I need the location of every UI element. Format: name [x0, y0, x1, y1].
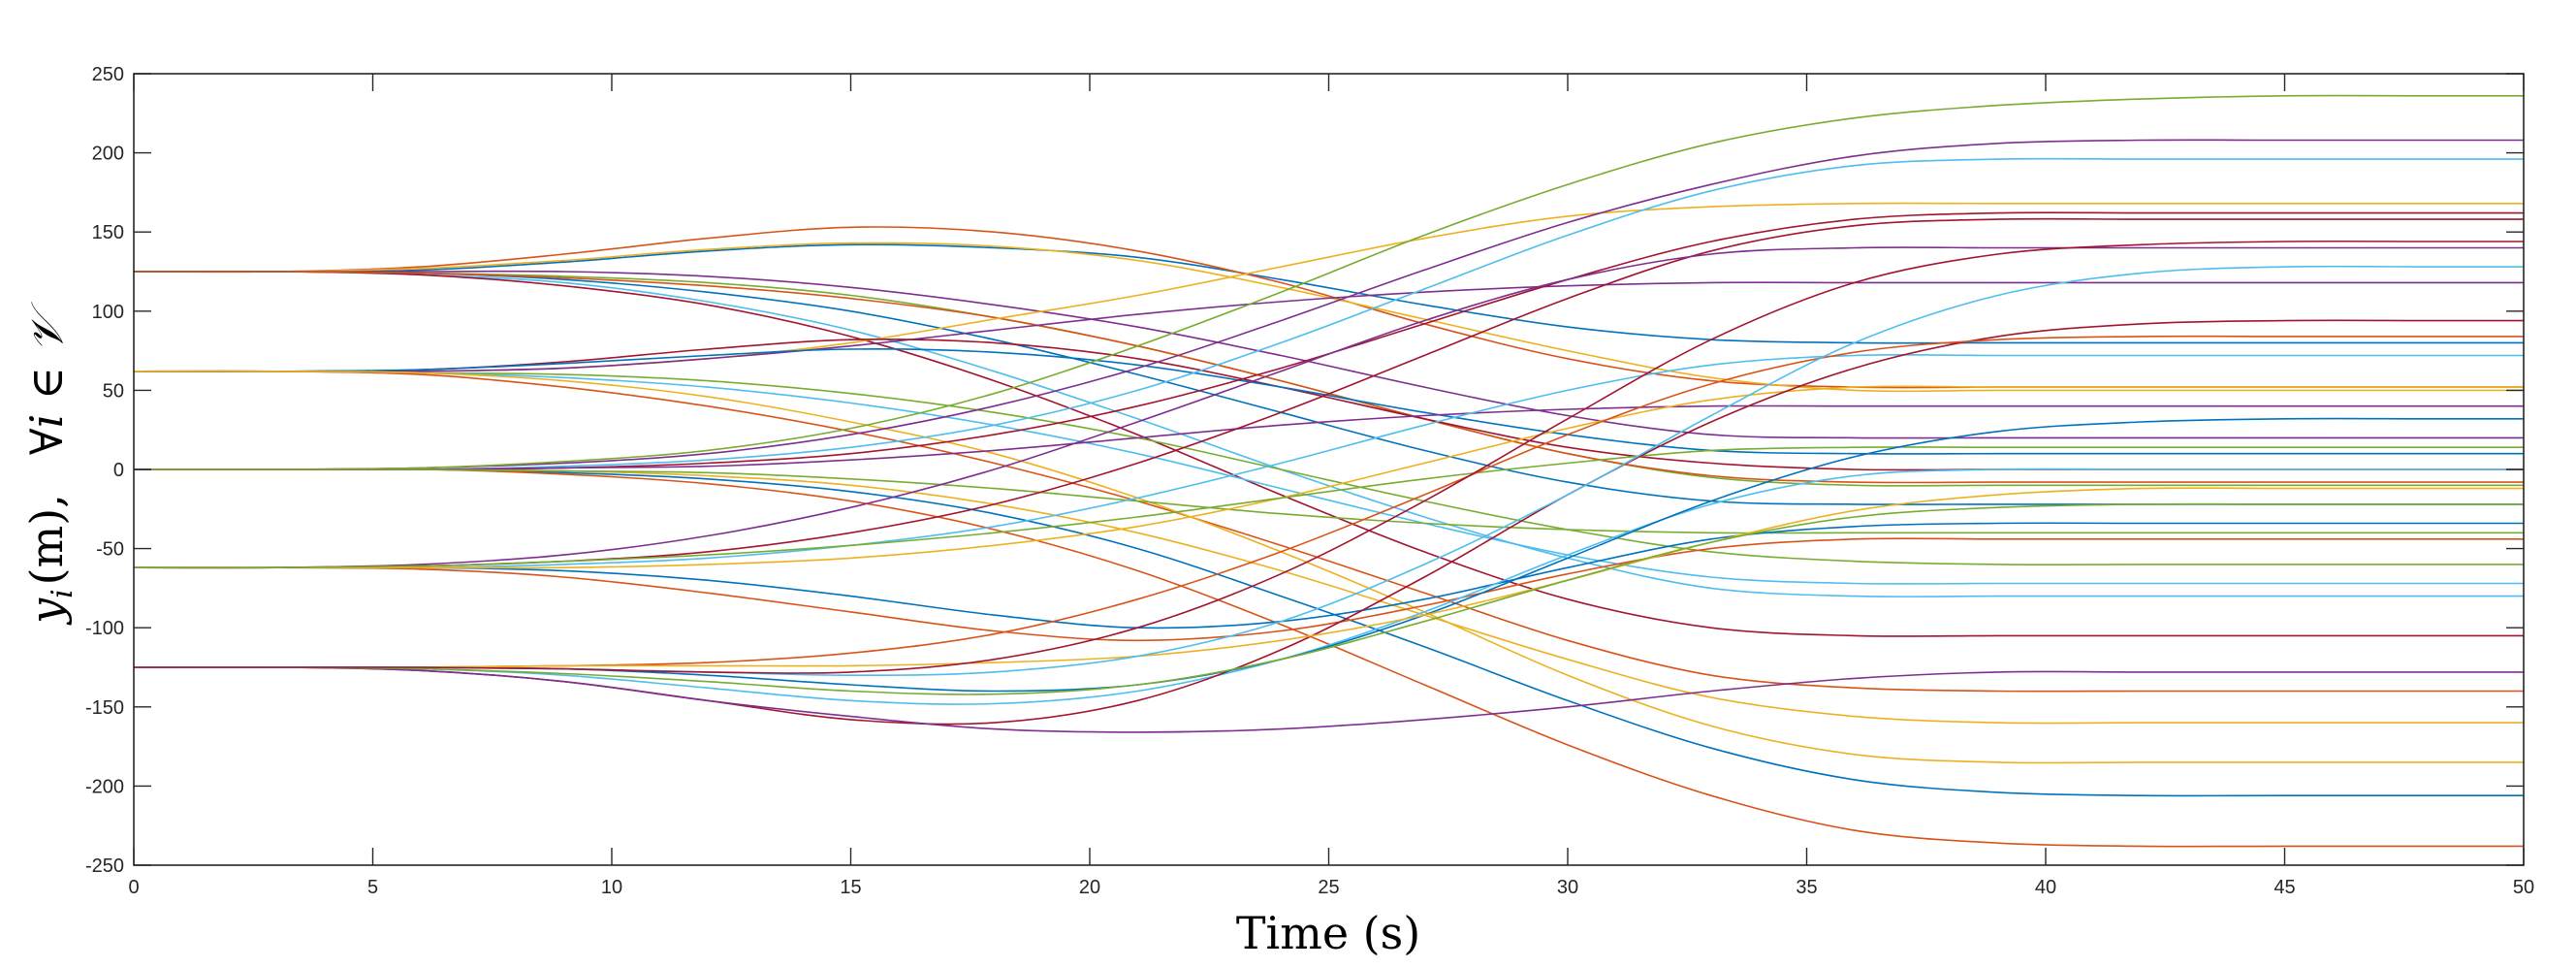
- y-tick-label: -50: [96, 539, 124, 561]
- series-line: [133, 240, 2524, 674]
- y-tick-label: -250: [85, 855, 124, 877]
- series-line: [134, 270, 2524, 439]
- y-tick-label: 250: [92, 64, 124, 85]
- series-line: [133, 468, 2524, 797]
- series-line: [133, 370, 2524, 585]
- x-tick-label: 15: [840, 877, 861, 898]
- series-line: [133, 243, 2524, 344]
- y-tick-label: -150: [85, 697, 124, 719]
- series-line: [133, 94, 2524, 470]
- series-line: [133, 537, 2524, 642]
- y-axis-label: yi (m), ∀i ∈ 𝒱: [20, 301, 80, 626]
- series-line: [133, 370, 2524, 764]
- y-tick-label: -100: [85, 618, 124, 639]
- x-tick-label: 5: [367, 877, 378, 898]
- y-tick-label: 50: [103, 380, 124, 402]
- y-tick-label: -200: [85, 776, 124, 797]
- y-axis-label-quant: ∀i ∈ 𝒱: [20, 301, 73, 455]
- x-tick-label: 10: [601, 877, 622, 898]
- x-tick-label: 20: [1079, 877, 1100, 898]
- y-axis-label-sub: i: [46, 589, 80, 598]
- series-line: [133, 446, 2524, 569]
- series-line: [133, 271, 2524, 484]
- x-tick-label: 35: [1796, 877, 1817, 898]
- series-line: [133, 468, 2524, 534]
- x-axis-label: Time (s): [1236, 907, 1420, 959]
- y-axis-label-var: y: [20, 597, 73, 626]
- y-tick-label: 150: [92, 222, 124, 243]
- y-axis-label-unit: (m),: [20, 494, 73, 585]
- tick-group: 0 5 10 15 20 25 30 35 40 45 50 250 200 150 100 50 0 -50 -1…: [85, 64, 2534, 898]
- y-tick-label: 100: [92, 302, 124, 323]
- series-line: [133, 665, 2524, 733]
- series-group: [133, 94, 2525, 848]
- series-line: [133, 139, 2524, 470]
- series-line: [133, 348, 2524, 455]
- x-tick-label: 40: [2035, 877, 2056, 898]
- series-line: [133, 353, 2524, 569]
- x-tick-label: 25: [1318, 877, 1339, 898]
- series-line: [133, 157, 2524, 471]
- x-tick-label: 50: [2513, 877, 2534, 898]
- series-line: [133, 370, 2524, 693]
- y-tick-label: 200: [92, 144, 124, 165]
- x-tick-label: 0: [128, 877, 139, 898]
- series-line: [133, 468, 2524, 705]
- series-line: [133, 242, 2524, 393]
- series-line: [133, 246, 2524, 569]
- svg-text:yi(m),∀i ∈ 𝒱: yi (m), ∀i ∈ 𝒱: [20, 301, 80, 626]
- y-tick-label: 0: [113, 460, 124, 481]
- series-line: [133, 385, 2524, 569]
- series-line: [133, 487, 2524, 668]
- x-tick-label: 45: [2274, 877, 2295, 898]
- series-line: [133, 270, 2524, 597]
- series-line: [134, 281, 2524, 372]
- series-line: [133, 370, 2524, 565]
- series-line: [133, 522, 2524, 629]
- series-line: [133, 502, 2524, 695]
- series-line: [133, 468, 2524, 848]
- x-tick-label: 30: [1557, 877, 1578, 898]
- series-line: [133, 404, 2524, 470]
